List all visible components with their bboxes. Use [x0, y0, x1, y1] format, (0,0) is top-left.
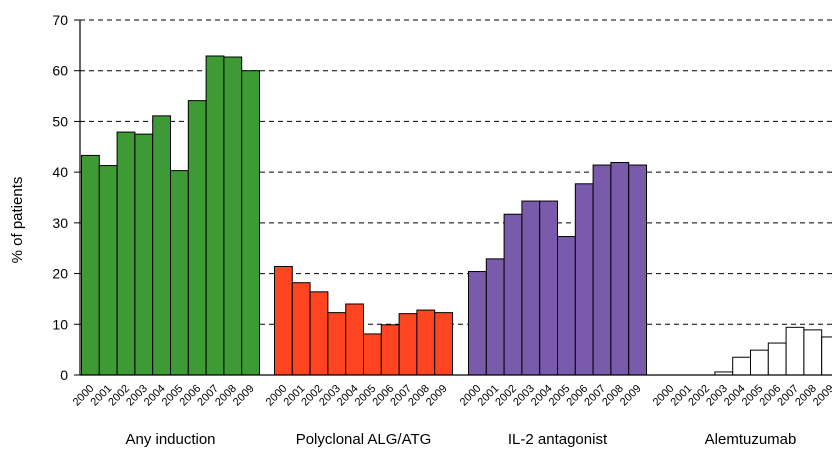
- bar-0-2001: [98, 165, 118, 376]
- bar-3-2008: [803, 329, 823, 376]
- group-label: Alemtuzumab: [705, 431, 797, 448]
- labels: 0102030405060702000200120022003200420052…: [52, 12, 832, 448]
- bar-3-2006: [767, 342, 787, 376]
- bar-0-2006: [187, 100, 207, 376]
- bar-1-2007: [398, 313, 418, 376]
- y-tick-label: 20: [52, 266, 68, 282]
- group-label: Polyclonal ALG/ATG: [296, 431, 432, 448]
- bar-1-2005: [363, 333, 382, 376]
- bar-0-2003: [134, 133, 154, 376]
- bar-1-2001: [291, 282, 311, 376]
- x-tick-label: 2009: [618, 383, 644, 409]
- bar-3-2005: [750, 349, 769, 376]
- bar-3-2009: [821, 336, 832, 376]
- y-tick-label: 60: [52, 63, 68, 79]
- bar-1-2002: [309, 291, 329, 376]
- y-tick-label: 30: [52, 215, 68, 231]
- bar-2-2008: [610, 162, 630, 376]
- bar-2-2006: [574, 183, 594, 376]
- group-label: IL-2 antagonist: [508, 431, 608, 448]
- bar-2-2009: [628, 164, 648, 376]
- bar-3-2004: [732, 356, 752, 376]
- bar-0-2000: [81, 154, 100, 376]
- bar-1-2000: [274, 265, 293, 376]
- y-tick-label: 50: [52, 113, 68, 129]
- bars: [81, 55, 832, 376]
- bar-2-2004: [539, 200, 559, 376]
- bar-2-2003: [521, 200, 541, 376]
- bar-2-2001: [485, 258, 505, 376]
- bar-0-2002: [116, 131, 136, 376]
- y-axis-label: % of patients: [9, 177, 26, 264]
- bar-1-2008: [416, 309, 436, 376]
- x-tick-label: 2009: [424, 383, 450, 409]
- bar-1-2003: [327, 312, 347, 376]
- group-label: Any induction: [125, 431, 215, 448]
- y-tick-label: 0: [60, 367, 68, 383]
- bar-0-2004: [152, 115, 171, 376]
- y-tick-label: 10: [52, 316, 68, 332]
- bar-0-2007: [205, 55, 225, 376]
- bar-2-2002: [503, 213, 523, 376]
- bar-1-2009: [434, 312, 454, 376]
- x-tick-label: 2009: [231, 383, 257, 409]
- bar-2-2005: [557, 236, 576, 376]
- bar-3-2007: [785, 326, 805, 376]
- bar-1-2004: [345, 303, 365, 376]
- y-tick-label: 70: [52, 12, 68, 28]
- bar-1-2006: [380, 324, 400, 376]
- bar-0-2009: [241, 70, 260, 376]
- bar-2-2007: [592, 164, 612, 376]
- bar-2-2000: [468, 271, 487, 376]
- y-tick-label: 40: [52, 164, 68, 180]
- bar-0-2005: [170, 170, 189, 376]
- bar-0-2008: [223, 56, 243, 376]
- axes: [74, 19, 832, 376]
